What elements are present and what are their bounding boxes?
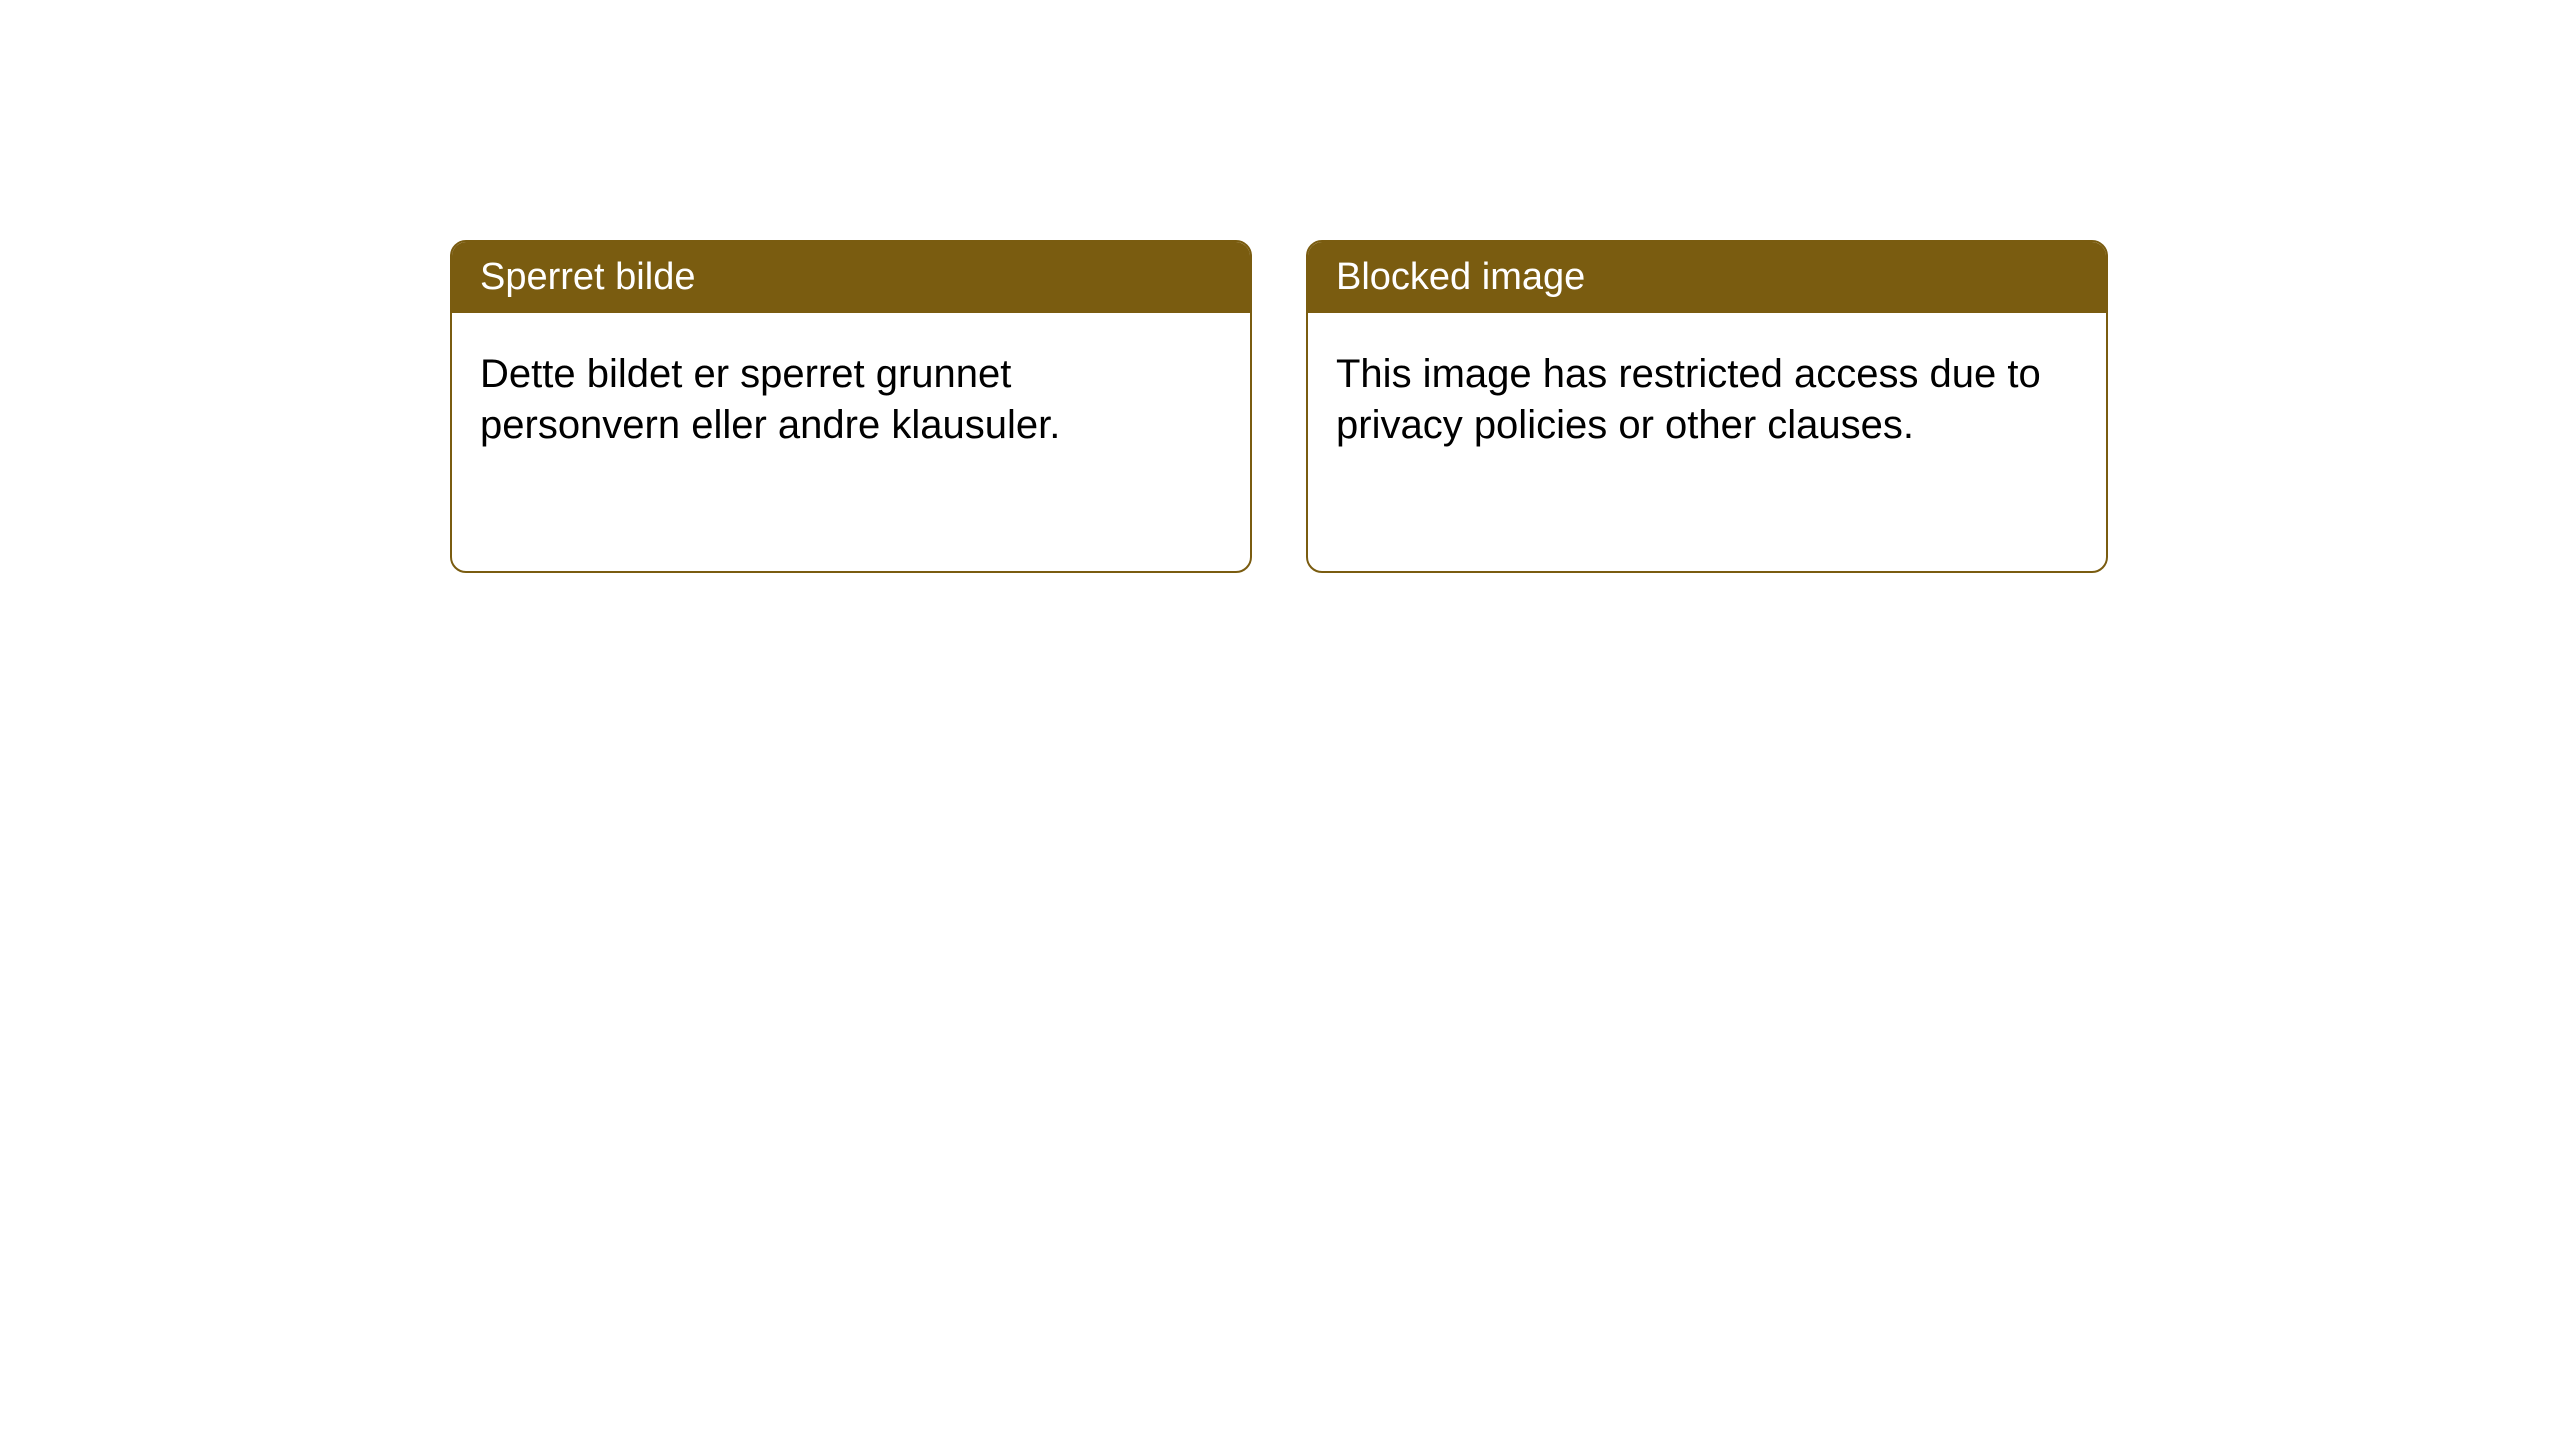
card-body-text: Dette bildet er sperret grunnet personve…	[480, 352, 1060, 447]
card-body: Dette bildet er sperret grunnet personve…	[452, 313, 1250, 487]
card-title: Sperret bilde	[480, 256, 695, 298]
notice-card-norwegian: Sperret bilde Dette bildet er sperret gr…	[450, 240, 1252, 573]
card-body: This image has restricted access due to …	[1308, 313, 2106, 487]
card-body-text: This image has restricted access due to …	[1336, 352, 2041, 447]
card-header: Sperret bilde	[452, 242, 1250, 313]
card-title: Blocked image	[1336, 256, 1585, 298]
card-header: Blocked image	[1308, 242, 2106, 313]
notice-card-english: Blocked image This image has restricted …	[1306, 240, 2108, 573]
notice-cards-container: Sperret bilde Dette bildet er sperret gr…	[0, 0, 2560, 573]
